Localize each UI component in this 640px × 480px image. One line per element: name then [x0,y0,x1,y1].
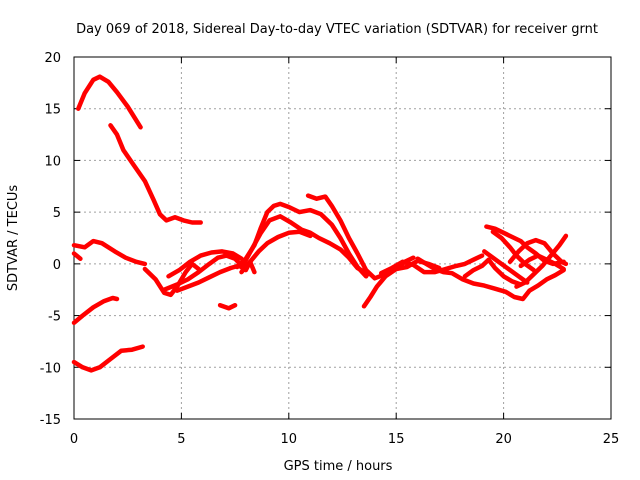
y-tick-label: -10 [40,361,61,376]
series-arc-3 [71,238,148,267]
series-arc-23 [507,237,569,267]
y-tick-label: 5 [53,206,61,221]
y-tick-label: 10 [44,154,61,169]
series-arc-18 [378,253,485,276]
y-tick-label: 20 [44,51,61,66]
series-arc-8 [161,253,246,292]
series-arc-17 [361,258,442,309]
series-arc-22 [482,249,530,285]
y-axis-label: SDTVAR / TECUs [6,185,21,292]
x-tick-label: 5 [177,432,185,447]
x-tick-label: 15 [388,432,405,447]
x-tick-label: 25 [603,432,620,447]
series-arc-2 [108,123,203,225]
series-arc-25 [518,253,566,272]
series-arc-4 [71,251,83,261]
y-tick-label: -15 [40,413,61,428]
series-arc-15 [237,259,257,275]
x-axis-label: GPS time / hours [284,459,393,474]
series-arc-11 [217,302,238,311]
series-arc-24 [514,233,569,289]
chart-title: Day 069 of 2018, Sidereal Day-to-day VTE… [76,22,598,37]
series-arc-7 [71,344,145,373]
axis-ticks: 0 5 10 15 20 25 20 15 10 5 0 -5 -10 -15 [40,51,620,447]
series-arc-20 [462,257,524,287]
y-tick-label: 0 [53,258,61,273]
series-arc-19 [415,256,566,302]
series-arc-5 [142,261,201,298]
x-tick-label: 0 [70,432,78,447]
series-arc-10 [174,262,244,293]
series-arc-6 [71,295,120,326]
plot-frame [73,56,612,420]
y-tick-label: -5 [48,310,61,325]
series-arc-13 [241,214,371,277]
x-tick-label: 10 [281,432,298,447]
x-tick-label: 20 [495,432,512,447]
data-series [71,74,569,373]
series-arc-26 [490,229,536,273]
y-tick-label: 15 [44,103,61,118]
series-arc-1 [76,74,143,130]
series-arc-9 [166,249,244,279]
